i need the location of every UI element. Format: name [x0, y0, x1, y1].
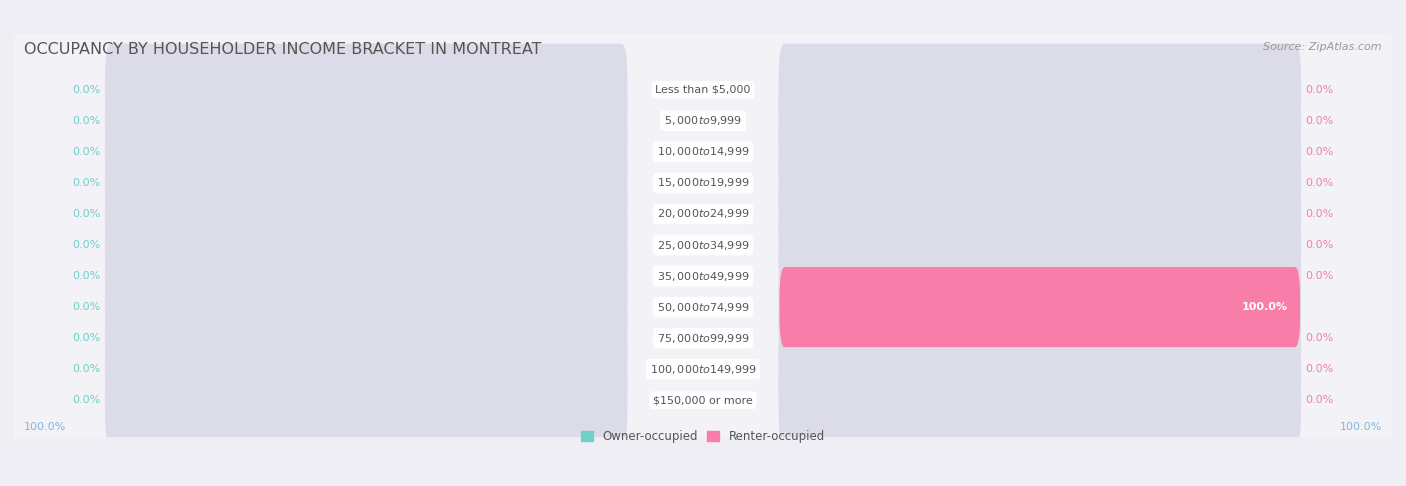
Text: $5,000 to $9,999: $5,000 to $9,999 — [664, 114, 742, 127]
Text: $10,000 to $14,999: $10,000 to $14,999 — [657, 145, 749, 158]
FancyBboxPatch shape — [779, 230, 1301, 322]
Text: 100.0%: 100.0% — [24, 421, 66, 432]
FancyBboxPatch shape — [779, 267, 1301, 347]
Text: 0.0%: 0.0% — [1305, 240, 1333, 250]
Text: 0.0%: 0.0% — [73, 302, 101, 312]
Text: 0.0%: 0.0% — [73, 85, 101, 95]
FancyBboxPatch shape — [11, 123, 1395, 243]
Text: $35,000 to $49,999: $35,000 to $49,999 — [657, 270, 749, 282]
Text: 0.0%: 0.0% — [1305, 395, 1333, 405]
FancyBboxPatch shape — [105, 105, 627, 198]
FancyBboxPatch shape — [11, 155, 1395, 274]
FancyBboxPatch shape — [11, 278, 1395, 398]
FancyBboxPatch shape — [779, 261, 1301, 353]
FancyBboxPatch shape — [105, 75, 627, 167]
FancyBboxPatch shape — [779, 44, 1301, 136]
Text: $150,000 or more: $150,000 or more — [654, 395, 752, 405]
FancyBboxPatch shape — [11, 30, 1395, 150]
Text: 0.0%: 0.0% — [1305, 178, 1333, 188]
Text: $75,000 to $99,999: $75,000 to $99,999 — [657, 331, 749, 345]
Text: 0.0%: 0.0% — [1305, 147, 1333, 157]
FancyBboxPatch shape — [11, 216, 1395, 336]
Text: $25,000 to $34,999: $25,000 to $34,999 — [657, 239, 749, 252]
FancyBboxPatch shape — [779, 292, 1301, 384]
Text: 0.0%: 0.0% — [73, 178, 101, 188]
FancyBboxPatch shape — [779, 354, 1301, 447]
FancyBboxPatch shape — [11, 247, 1395, 366]
FancyBboxPatch shape — [779, 168, 1301, 260]
Text: 100.0%: 100.0% — [1241, 302, 1288, 312]
FancyBboxPatch shape — [11, 92, 1395, 211]
Text: 0.0%: 0.0% — [73, 147, 101, 157]
Text: 0.0%: 0.0% — [1305, 333, 1333, 343]
Text: $50,000 to $74,999: $50,000 to $74,999 — [657, 300, 749, 313]
FancyBboxPatch shape — [105, 168, 627, 260]
FancyBboxPatch shape — [11, 310, 1395, 429]
FancyBboxPatch shape — [779, 199, 1301, 291]
FancyBboxPatch shape — [105, 261, 627, 353]
Text: $20,000 to $24,999: $20,000 to $24,999 — [657, 208, 749, 221]
Text: 0.0%: 0.0% — [73, 271, 101, 281]
FancyBboxPatch shape — [105, 292, 627, 384]
Text: 0.0%: 0.0% — [73, 364, 101, 374]
Text: 0.0%: 0.0% — [73, 395, 101, 405]
Text: 0.0%: 0.0% — [73, 333, 101, 343]
FancyBboxPatch shape — [779, 105, 1301, 198]
Text: 0.0%: 0.0% — [73, 209, 101, 219]
Text: 0.0%: 0.0% — [1305, 209, 1333, 219]
Text: 0.0%: 0.0% — [73, 240, 101, 250]
Text: 0.0%: 0.0% — [1305, 271, 1333, 281]
FancyBboxPatch shape — [105, 44, 627, 136]
Text: 0.0%: 0.0% — [1305, 116, 1333, 126]
Text: $100,000 to $149,999: $100,000 to $149,999 — [650, 363, 756, 376]
FancyBboxPatch shape — [11, 61, 1395, 180]
FancyBboxPatch shape — [779, 323, 1301, 416]
Text: $15,000 to $19,999: $15,000 to $19,999 — [657, 176, 749, 190]
FancyBboxPatch shape — [779, 75, 1301, 167]
FancyBboxPatch shape — [105, 199, 627, 291]
Text: 0.0%: 0.0% — [73, 116, 101, 126]
FancyBboxPatch shape — [779, 137, 1301, 229]
FancyBboxPatch shape — [11, 186, 1395, 305]
Text: 100.0%: 100.0% — [1340, 421, 1382, 432]
Legend: Owner-occupied, Renter-occupied: Owner-occupied, Renter-occupied — [576, 425, 830, 448]
Text: OCCUPANCY BY HOUSEHOLDER INCOME BRACKET IN MONTREAT: OCCUPANCY BY HOUSEHOLDER INCOME BRACKET … — [24, 42, 541, 57]
FancyBboxPatch shape — [105, 230, 627, 322]
FancyBboxPatch shape — [105, 137, 627, 229]
Text: 0.0%: 0.0% — [1305, 364, 1333, 374]
Text: Source: ZipAtlas.com: Source: ZipAtlas.com — [1263, 42, 1382, 52]
Text: Less than $5,000: Less than $5,000 — [655, 85, 751, 95]
Text: 0.0%: 0.0% — [1305, 85, 1333, 95]
FancyBboxPatch shape — [105, 354, 627, 447]
FancyBboxPatch shape — [105, 323, 627, 416]
FancyBboxPatch shape — [11, 341, 1395, 460]
